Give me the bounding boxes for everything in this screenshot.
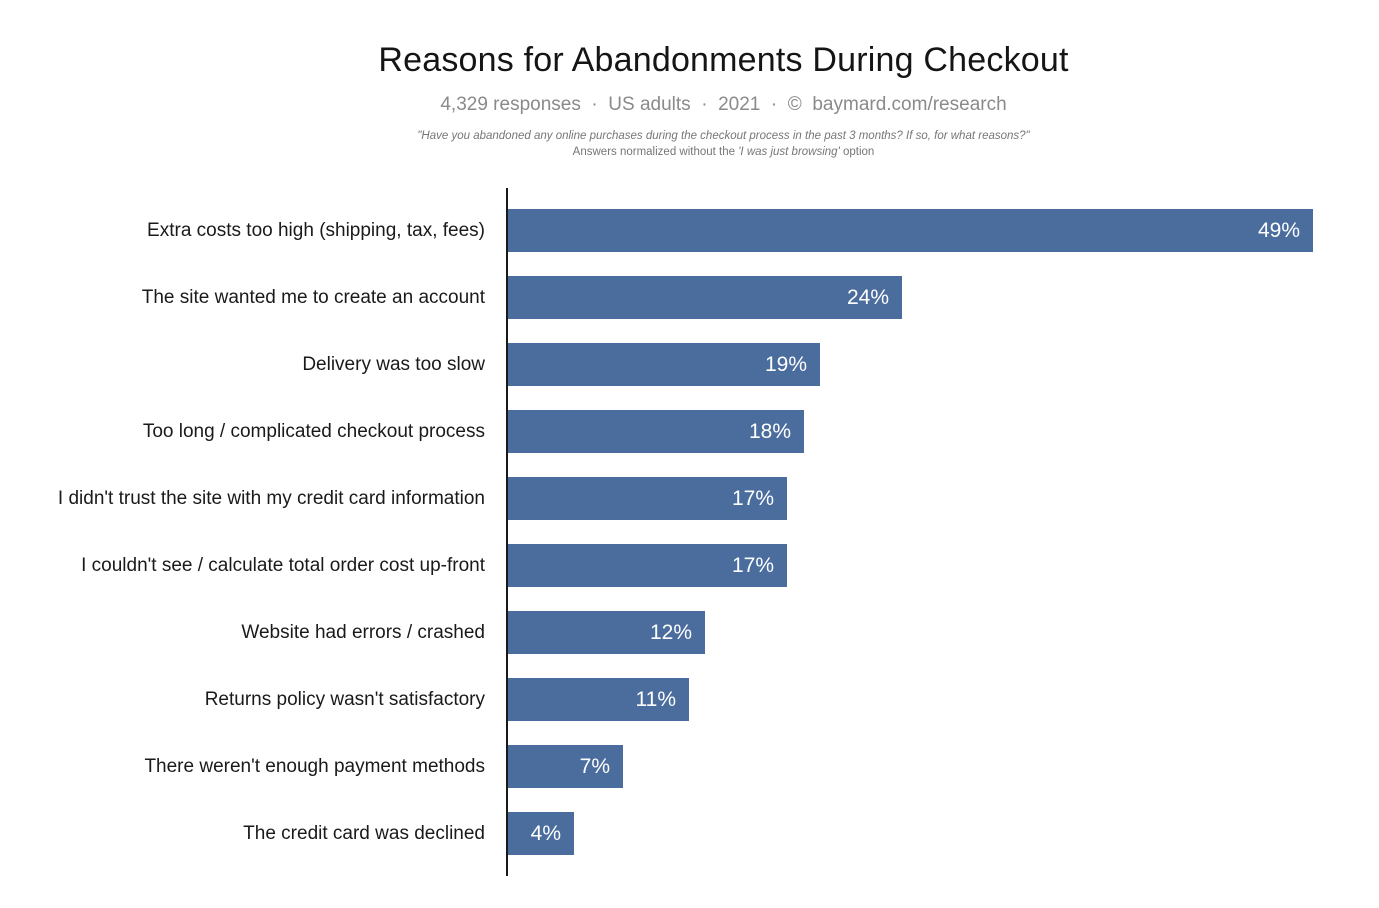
category-label: Website had errors / crashed [241, 621, 485, 643]
normalization-note-prefix: Answers normalized without the [572, 146, 739, 158]
category-label: The site wanted me to create an account [141, 286, 485, 308]
bar-track: 49% [508, 209, 1379, 252]
bar-value-label: 18% [748, 419, 791, 443]
bar: 7% [508, 745, 623, 788]
chart-title: Reasons for Abandonments During Checkout [378, 41, 1069, 79]
bar-value-label: 24% [846, 285, 889, 309]
chart-row: Delivery was too slow 19% [0, 343, 1379, 386]
chart-row: Returns policy wasn't satisfactory 11% [0, 678, 1379, 721]
bar: 12% [508, 611, 705, 654]
chart-footnote: "Have you abandoned any online purchases… [68, 128, 1379, 160]
bar: 17% [508, 477, 787, 520]
chart-row: Website had errors / crashed 12% [0, 611, 1379, 654]
chart-row: The site wanted me to create an account 2… [0, 276, 1379, 319]
bar-value-label: 7% [579, 754, 610, 778]
bar-value-label: 11% [635, 687, 676, 711]
bar-track: 18% [508, 410, 1379, 453]
bar-value-label: 17% [731, 486, 774, 510]
bar-value-label: 4% [530, 821, 561, 845]
category-label: I didn't trust the site with my credit c… [57, 487, 485, 509]
category-label: Extra costs too high (shipping, tax, fee… [147, 219, 485, 241]
bar: 17% [508, 544, 787, 587]
bar-value-label: 19% [764, 352, 807, 376]
chart-row: There weren't enough payment methods 7% [0, 745, 1379, 788]
chart-row: I couldn't see / calculate total order c… [0, 544, 1379, 587]
chart-row: Too long / complicated checkout process 1… [0, 410, 1379, 453]
chart-header: Reasons for Abandonments During Checkout… [68, 40, 1379, 160]
bar: 18% [508, 410, 804, 453]
bar-chart: Extra costs too high (shipping, tax, fee… [0, 188, 1379, 876]
bar: 24% [508, 276, 902, 319]
chart-row: Extra costs too high (shipping, tax, fee… [0, 209, 1379, 252]
bar: 4% [508, 812, 574, 855]
chart-subtitle: 4,329 responses · US adults · 2021 · © b… [440, 94, 1007, 115]
category-label: Delivery was too slow [302, 353, 485, 375]
normalization-note: Answers normalized without the 'I was ju… [68, 144, 1379, 160]
bar-track: 24% [508, 276, 1379, 319]
bar-track: 11% [508, 678, 1379, 721]
chart-row: I didn't trust the site with my credit c… [0, 477, 1379, 520]
normalization-note-italic: 'I was just browsing' [738, 146, 840, 158]
survey-question-quote: "Have you abandoned any online purchases… [417, 130, 1030, 142]
bar-track: 19% [508, 343, 1379, 386]
bar-value-label: 49% [1257, 218, 1300, 242]
bar-track: 12% [508, 611, 1379, 654]
bar: 11% [508, 678, 689, 721]
bar: 19% [508, 343, 820, 386]
bar-track: 17% [508, 544, 1379, 587]
bar-track: 17% [508, 477, 1379, 520]
bar-value-label: 12% [649, 620, 692, 644]
bar-track: 7% [508, 745, 1379, 788]
category-label: The credit card was declined [243, 822, 485, 844]
normalization-note-suffix: option [839, 146, 875, 158]
chart-rows: Extra costs too high (shipping, tax, fee… [0, 188, 1379, 855]
category-label: Returns policy wasn't satisfactory [204, 688, 485, 710]
chart-row: The credit card was declined 4% [0, 812, 1379, 855]
bar-value-label: 17% [731, 553, 774, 577]
bar-track: 4% [508, 812, 1379, 855]
y-axis-line [506, 188, 508, 876]
category-label: I couldn't see / calculate total order c… [81, 554, 485, 576]
category-label: Too long / complicated checkout process [142, 420, 485, 442]
category-label: There weren't enough payment methods [144, 755, 485, 777]
bar: 49% [508, 209, 1313, 252]
